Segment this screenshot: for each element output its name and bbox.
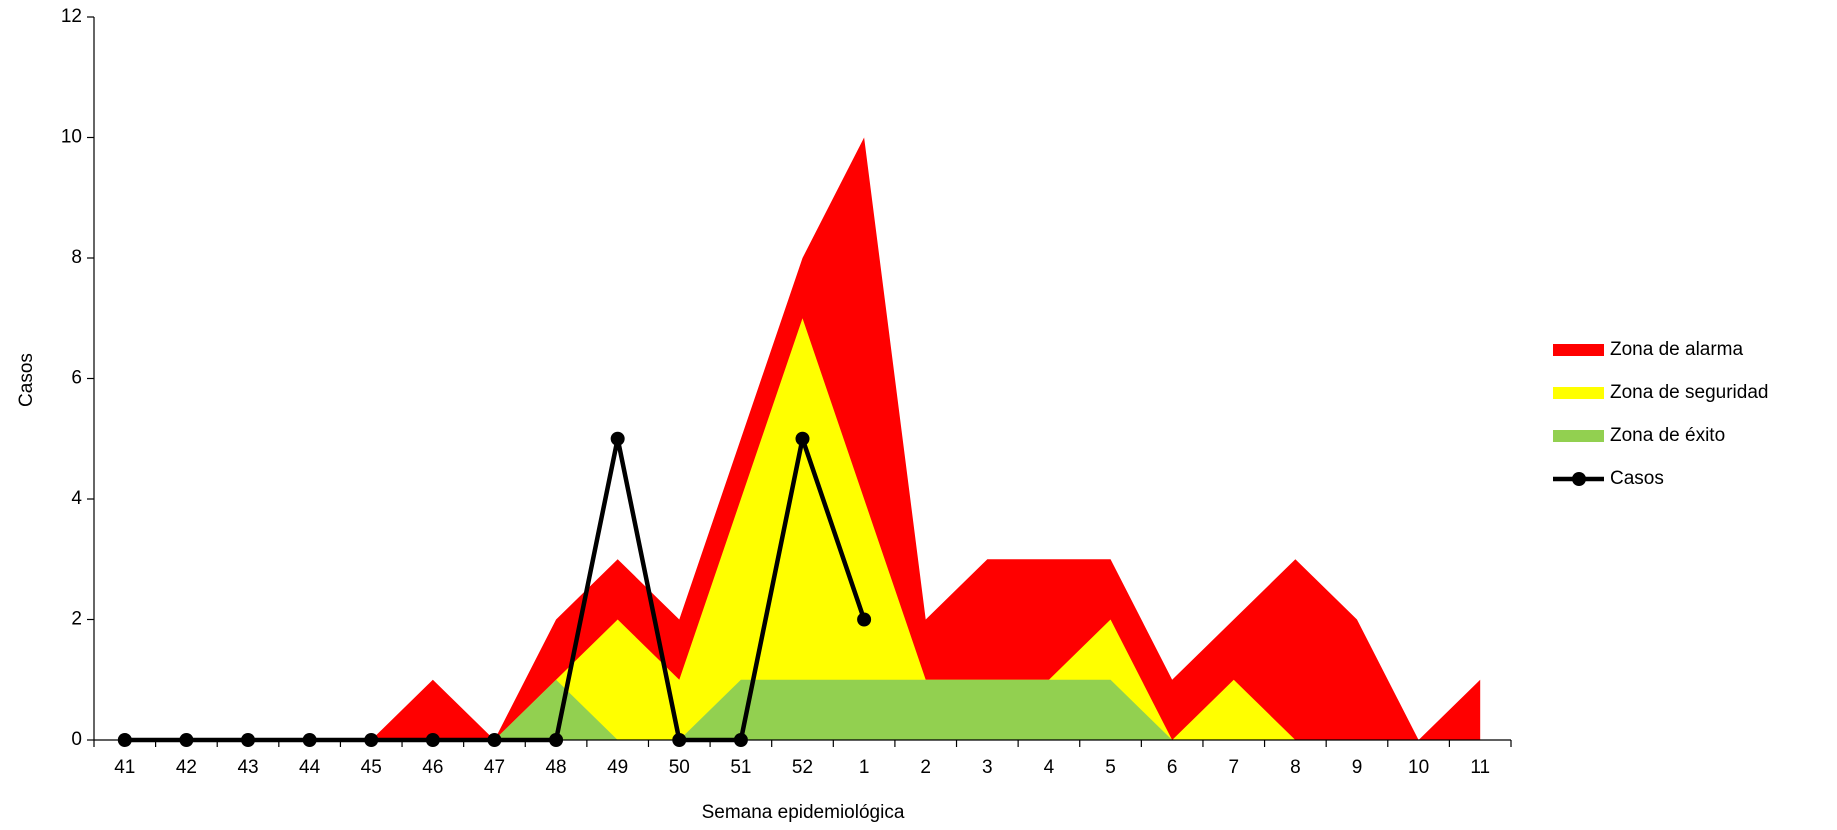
x-tick-label: 6 [1167,757,1178,778]
x-tick-label: 50 [669,757,690,778]
y-tick-label: 0 [71,729,82,750]
point [364,733,379,747]
point [672,733,687,747]
x-tick-label: 44 [299,757,321,778]
legend-label: Zona de alarma [1610,339,1744,360]
y-axis-label: Casos [16,353,37,407]
legend-swatch [1553,344,1604,356]
x-tick-label: 8 [1290,757,1301,778]
x-tick-label: 51 [730,757,751,778]
legend-label: Zona de seguridad [1610,382,1768,403]
x-tick-label: 42 [176,757,197,778]
y-tick-label: 12 [61,6,82,27]
point [425,733,440,747]
point [795,431,810,446]
x-tick-label: 43 [237,757,258,778]
legend-swatch [1553,387,1604,399]
legend-swatch [1553,430,1604,442]
legend-label: Zona de éxito [1610,425,1725,446]
x-tick-label: 11 [1470,757,1490,778]
y-tick-label: 2 [71,609,82,630]
area [124,318,1481,740]
x-tick-label: 48 [545,757,566,778]
legend-label: Casos [1610,468,1664,489]
point [857,612,872,627]
y-tick-label: 6 [71,368,82,389]
legend-swatch [1572,472,1586,486]
y-tick-label: 4 [71,488,82,509]
x-tick-label: 45 [361,757,382,778]
x-tick-label: 41 [114,757,135,778]
point [610,431,625,446]
x-tick-label: 9 [1352,757,1363,778]
y-tick-label: 8 [71,247,82,268]
x-tick-label: 47 [484,757,505,778]
x-tick-label: 49 [607,757,628,778]
x-tick-label: 46 [422,757,443,778]
x-tick-label: 1 [859,757,870,778]
point [117,733,132,747]
x-tick-label: 4 [1044,757,1055,778]
point [549,733,564,747]
x-tick-label: 3 [982,757,993,778]
point [302,733,317,747]
x-tick-label: 7 [1228,757,1239,778]
area [124,679,1481,740]
x-tick-label: 2 [920,757,931,778]
x-tick-label: 10 [1408,757,1429,778]
point [487,733,502,747]
x-axis-label: Semana epidemiológica [702,802,905,823]
point [733,733,748,747]
point [179,733,194,747]
y-tick-label: 10 [61,127,82,148]
x-tick-label: 52 [792,757,813,778]
point [241,733,256,747]
x-tick-label: 5 [1105,757,1116,778]
